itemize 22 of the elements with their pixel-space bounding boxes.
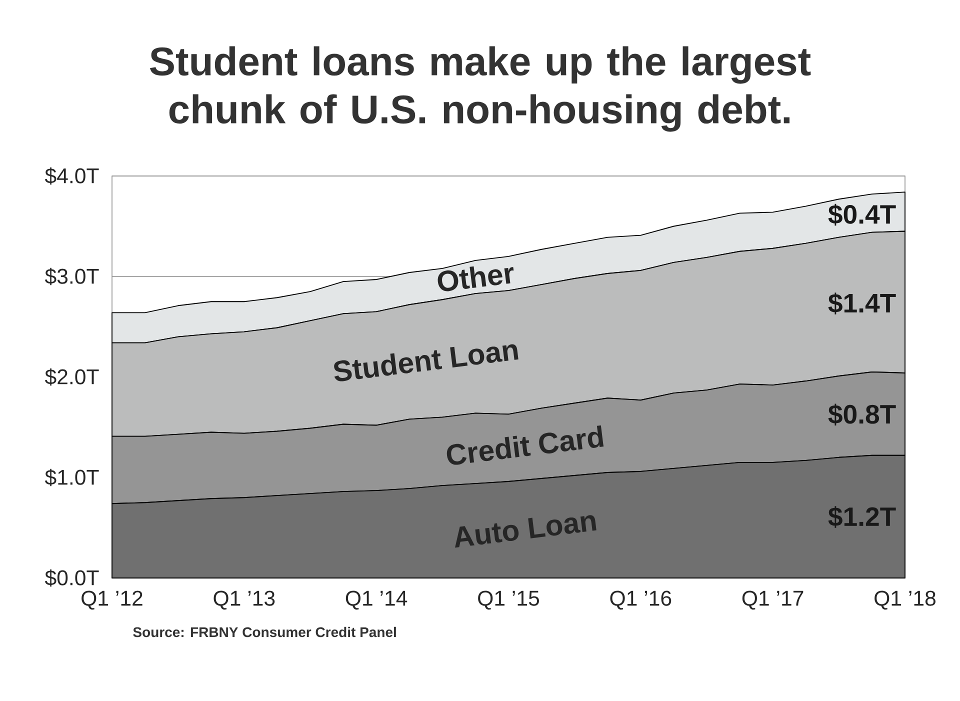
- x-tick-label: Q1 ’18: [874, 590, 936, 610]
- y-tick-label: $3.0T: [44, 268, 99, 286]
- chart-title: Student loans make up the largest chunk of U.S. non-housing debt.: [150, 46, 811, 132]
- y-tick-label: $4.0T: [44, 167, 99, 185]
- x-tick-label: Q1 ’14: [346, 590, 408, 610]
- series-label: Auto Loan: [455, 515, 596, 548]
- source-note: Source: FRBNY Consumer Credit Panel: [133, 626, 396, 638]
- data-label: $0.8T: [828, 404, 896, 426]
- x-tick-label: Q1 ’16: [610, 590, 672, 610]
- x-tick-label: Q1 ’13: [214, 590, 275, 610]
- x-tick-label: Q1 ’12: [82, 590, 142, 610]
- y-tick-label: $0.0T: [44, 569, 99, 587]
- series-label: Student Loan: [334, 344, 518, 382]
- data-label: $1.2T: [828, 506, 896, 528]
- series-label: Other: [438, 266, 514, 292]
- series-label: Credit Card: [446, 425, 604, 465]
- data-label: $1.4T: [828, 292, 896, 314]
- y-tick-label: $2.0T: [44, 368, 99, 386]
- x-tick-label: Q1 ’15: [478, 590, 539, 610]
- x-tick-label: Q1 ’17: [742, 590, 804, 610]
- data-label: $0.4T: [828, 204, 896, 226]
- y-tick-label: $1.0T: [44, 468, 99, 486]
